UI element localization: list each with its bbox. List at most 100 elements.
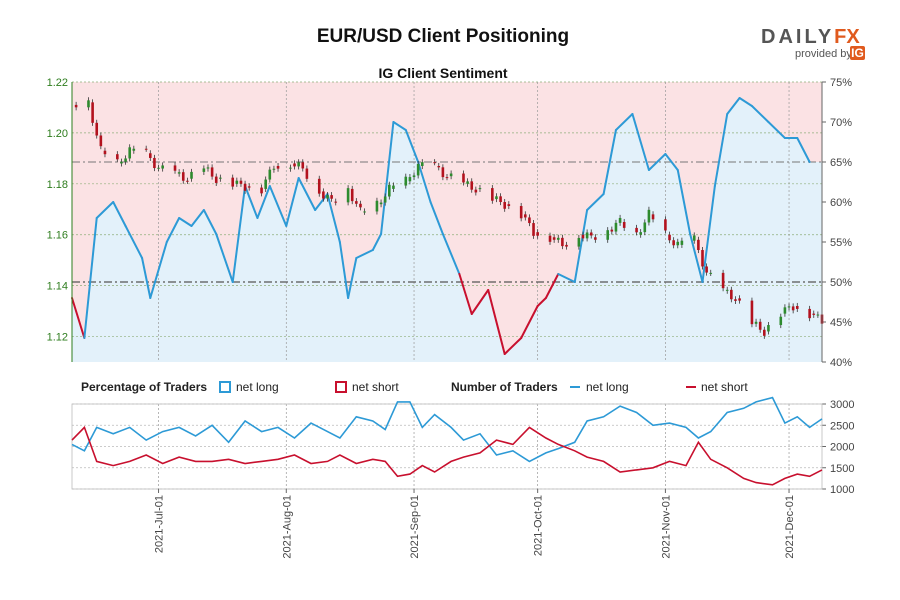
candle-down: [672, 240, 675, 246]
sentiment-line-segment: [557, 273, 576, 283]
count-net-long-line: [71, 396, 823, 463]
sentiment-line-segment: [417, 161, 432, 203]
candle-down: [750, 300, 754, 325]
candle-down: [651, 214, 655, 220]
candle-down: [581, 234, 585, 239]
sentiment-line-segment: [664, 153, 679, 171]
sentiment-line-segment: [631, 113, 650, 171]
price-tick-label: 1.12: [47, 332, 68, 344]
candle-down: [231, 177, 235, 187]
sentiment-line-segment: [165, 217, 181, 243]
candle-down: [116, 154, 119, 160]
candle-up: [420, 162, 424, 166]
candle-up: [408, 177, 412, 182]
sentiment-line-segment: [713, 113, 729, 187]
sentiment-line-segment: [231, 185, 247, 283]
candle-down: [305, 168, 309, 179]
percent-tick-label: 40%: [830, 357, 852, 369]
candle-down: [565, 244, 568, 247]
candle-up: [132, 148, 136, 151]
candle-up: [556, 237, 560, 240]
percent-tick-label: 60%: [830, 197, 852, 209]
sentiment-line-segment: [355, 249, 374, 259]
sentiment-line-segment: [767, 121, 786, 139]
sentiment-line-segment: [124, 225, 144, 259]
candle-down: [610, 229, 614, 232]
sentiment-line-segment: [149, 241, 168, 299]
candle-up: [206, 167, 210, 169]
candle-up: [128, 147, 131, 159]
date-tick-label: 2021-Aug-01: [281, 495, 293, 559]
percent-tick-label: 70%: [830, 117, 852, 129]
candle-down: [519, 206, 523, 219]
candle-down: [705, 266, 708, 273]
candle-up: [639, 232, 642, 235]
candle-up: [264, 179, 267, 189]
candle-up: [585, 232, 589, 239]
candle-down: [470, 181, 474, 190]
sentiment-line-segment: [112, 201, 127, 227]
sentiment-line-segment: [95, 201, 115, 219]
count-tick-label: 1000: [830, 484, 854, 496]
candle-down: [317, 178, 321, 194]
candle-up: [202, 168, 206, 172]
main-panel: 1.12 1.14 1.16 1.18 1.20 1.22 40% 45% 50% 55% 60% 6…: [47, 77, 853, 369]
percent-tick-label: 45%: [830, 317, 852, 329]
candle-down: [437, 166, 441, 168]
sentiment-line-segment: [268, 185, 288, 227]
candle-down: [186, 180, 189, 182]
sentiment-line-segment: [503, 337, 523, 355]
candle-down: [276, 166, 280, 169]
candle-up: [404, 176, 408, 186]
sentiment-line-segment: [256, 185, 271, 219]
candle-down: [239, 180, 243, 184]
candle-up: [219, 177, 222, 179]
count-tick-label: 2500: [830, 420, 854, 432]
candle-up: [754, 321, 758, 324]
candle-down: [462, 173, 465, 183]
candle-down: [734, 299, 737, 301]
sentiment-line-segment: [215, 233, 234, 283]
sentiment-line-segment: [285, 177, 300, 227]
price-tick-label: 1.18: [47, 179, 68, 191]
candle-down: [763, 329, 766, 336]
candle-down: [95, 122, 99, 136]
candle-down: [791, 306, 795, 311]
candle-down: [532, 223, 535, 236]
count-tick-label: 3000: [830, 399, 854, 411]
candle-down: [668, 234, 671, 241]
candle-down: [808, 308, 811, 319]
candle-up: [606, 230, 610, 240]
count-tick-label: 1500: [830, 463, 854, 475]
legend-percentage-heading: Percentage of Traders: [81, 380, 207, 394]
candle-down: [153, 157, 156, 169]
legend: Percentage of Traders net long net short…: [81, 380, 748, 394]
candle-up: [383, 196, 387, 203]
candle-up: [412, 175, 416, 178]
candle-up: [767, 325, 770, 332]
candle-down: [499, 196, 502, 203]
price-tick-label: 1.20: [47, 128, 68, 140]
candle-down: [721, 272, 725, 289]
candle-up: [297, 162, 300, 167]
candle-down: [701, 250, 704, 267]
candle-down: [697, 239, 700, 251]
sentiment-line-segment: [178, 217, 193, 227]
sentiment-line-segment: [614, 113, 634, 131]
candle-up: [157, 167, 160, 169]
candle-down: [635, 227, 638, 233]
price-tick-label: 1.22: [47, 77, 68, 89]
sentiment-line-segment: [429, 201, 444, 235]
candle-down: [536, 232, 539, 236]
sentiment-line-segment: [244, 185, 259, 219]
candle-up: [692, 235, 696, 241]
candle-up: [478, 188, 482, 190]
candle-up: [289, 167, 292, 169]
sentiment-line-segment: [750, 105, 770, 123]
candle-up: [676, 241, 680, 246]
candle-down: [144, 148, 148, 150]
candle-down: [334, 201, 338, 203]
candle-up: [709, 272, 713, 274]
sentiment-line-segment: [392, 121, 407, 131]
sentiment-line-segment: [676, 169, 692, 235]
